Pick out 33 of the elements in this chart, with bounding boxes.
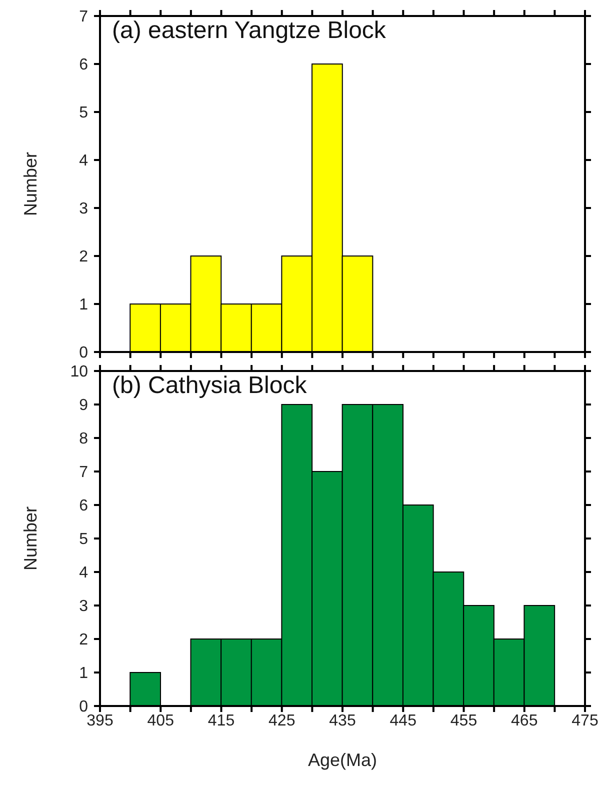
chart-title: (a) eastern Yangtze Block	[112, 17, 386, 45]
y-tick-label: 9	[79, 397, 88, 414]
y-tick-label: 10	[70, 364, 88, 381]
x-tick-label: 415	[208, 712, 235, 730]
x-tick-label: 405	[147, 712, 174, 730]
y-tick-label: 0	[79, 698, 88, 716]
y-axis-title: Number	[20, 506, 40, 571]
y-tick-label: 3	[79, 598, 88, 616]
x-tick-label: 425	[268, 712, 296, 730]
y-tick-label: 8	[79, 430, 88, 448]
y-tick-label: 2	[79, 632, 88, 649]
y-tick-label: 3	[79, 200, 88, 218]
y-tick-label: 7	[79, 8, 88, 26]
y-tick-label: 5	[79, 104, 88, 122]
x-axis-title: Age(Ma)	[308, 750, 378, 770]
x-tick-label: 475	[572, 712, 598, 730]
y-tick-label: 5	[79, 531, 88, 548]
y-tick-label: 1	[79, 296, 88, 314]
y-axis-title: Number	[20, 152, 40, 216]
x-tick-label: 465	[511, 712, 538, 730]
y-tick-label: 0	[79, 344, 88, 362]
y-tick-label: 6	[79, 56, 88, 74]
y-tick-label: 4	[79, 152, 88, 170]
y-tick-label: 6	[79, 498, 88, 515]
y-tick-label: 2	[79, 248, 88, 266]
x-tick-label: 435	[329, 712, 356, 730]
x-tick-label: 445	[390, 712, 417, 730]
x-tick-label: 455	[450, 712, 478, 730]
y-tick-label: 4	[79, 564, 88, 582]
y-tick-label: 7	[79, 464, 88, 482]
y-tick-label: 1	[79, 665, 88, 682]
x-tick-label: 395	[86, 712, 114, 730]
chart-title: (b) Cathysia Block	[112, 372, 307, 400]
